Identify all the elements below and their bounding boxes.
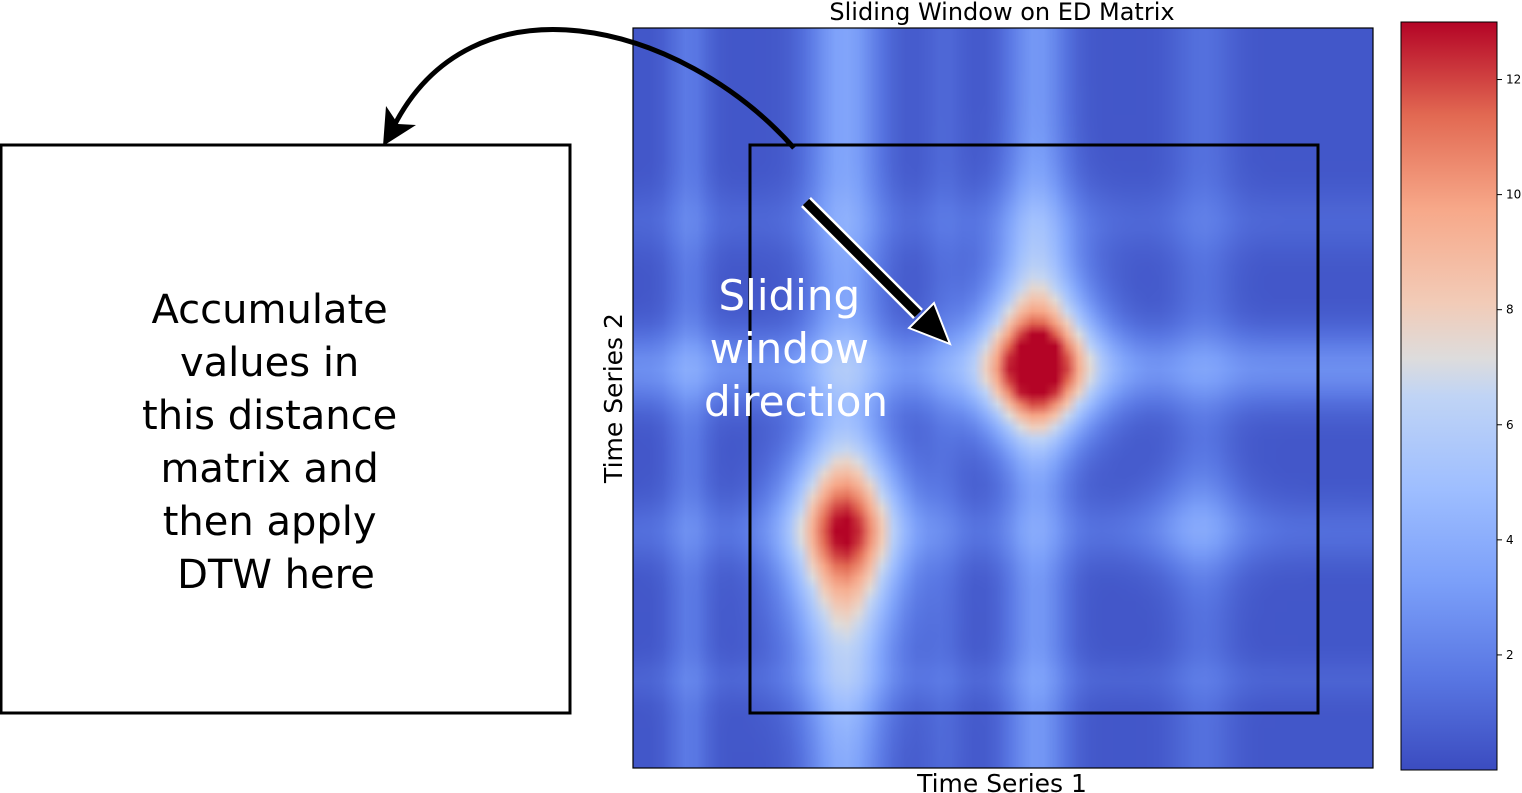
chart-title: Sliding Window on ED Matrix	[829, 0, 1174, 26]
callout-line: DTW here	[177, 552, 375, 598]
direction-label-line: direction	[704, 377, 888, 426]
colorbar-ticks: 2 4 6 8 10 12	[1497, 73, 1521, 662]
y-axis-label: Time Series 2	[599, 313, 628, 484]
curved-arrow-line	[389, 27, 796, 150]
sliding-window-frame	[748, 143, 1320, 715]
colorbar-tick-label: 12	[1506, 73, 1521, 87]
callout-line: Accumulate	[152, 287, 388, 333]
callout-line: values in	[180, 340, 359, 386]
callout-box: Accumulate values in this distance matri…	[0, 143, 572, 715]
colorbar-tick-label: 6	[1506, 418, 1514, 432]
direction-label-line: Sliding	[719, 271, 861, 320]
colorbar-tick-label: 4	[1506, 533, 1514, 547]
callout-line: this distance	[142, 393, 397, 439]
colorbar-tick-label: 10	[1506, 188, 1521, 202]
direction-arrow-shaft-inner	[802, 198, 922, 318]
callout-line: matrix and	[160, 446, 378, 492]
direction-arrow-head	[907, 301, 952, 346]
direction-label: Sliding window direction	[704, 271, 888, 426]
direction-arrow	[801, 197, 952, 346]
colorbar: 2 4 6 8 10 12	[1400, 21, 1521, 771]
x-axis-label: Time Series 1	[916, 769, 1087, 793]
callout-frame	[0, 143, 572, 715]
callout-text: Accumulate values in this distance matri…	[142, 287, 410, 598]
heatmap-image	[633, 28, 1373, 768]
heatmap-plot	[632, 27, 1374, 769]
colorbar-gradient	[1400, 21, 1498, 771]
colorbar-tick-label: 2	[1506, 648, 1514, 662]
curved-arrow	[383, 27, 796, 150]
colorbar-tick-label: 8	[1506, 303, 1514, 317]
direction-label-line: window	[710, 324, 869, 373]
plot-frame	[632, 27, 1374, 769]
callout-line: then apply	[163, 499, 377, 545]
curved-arrow-head	[383, 106, 416, 146]
